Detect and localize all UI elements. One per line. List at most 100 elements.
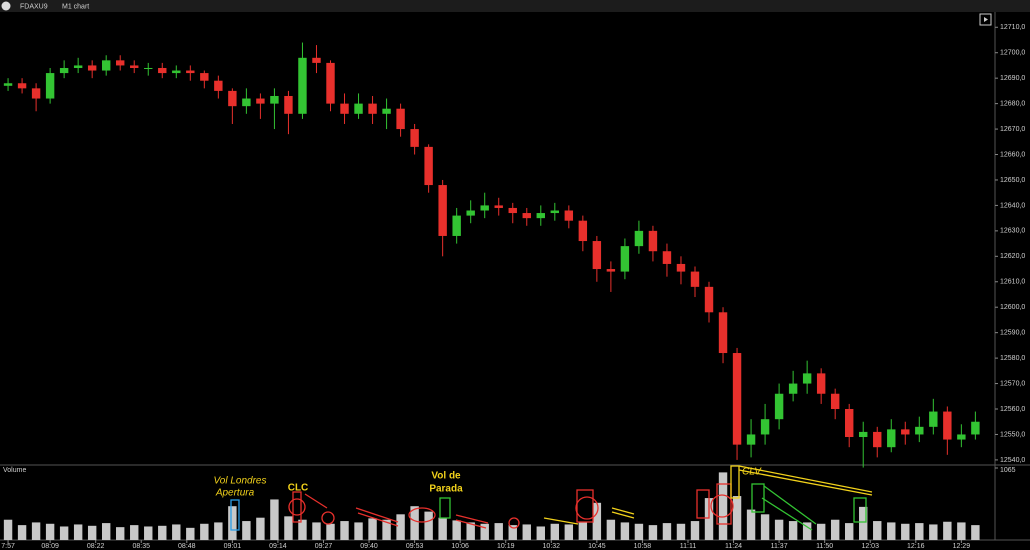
candle-body — [522, 213, 531, 219]
volume-bar — [536, 526, 545, 540]
candle-body — [382, 108, 391, 114]
logo[interactable] — [1, 1, 11, 11]
candle-body — [256, 98, 265, 104]
volume-bar — [73, 524, 83, 540]
volume-bar — [242, 521, 251, 540]
candle-body — [312, 57, 321, 63]
volume-bar — [887, 522, 896, 540]
candle-body — [3, 83, 13, 86]
candle-body — [45, 73, 55, 99]
volume-bar — [312, 522, 321, 540]
symbol[interactable]: FDAXU9 — [20, 3, 48, 10]
candle-body — [536, 213, 545, 219]
y-tick-label: 12670,0 — [1000, 126, 1025, 133]
volume-bar — [760, 514, 770, 540]
y-tick-label: 12580,0 — [1000, 355, 1025, 362]
candle-body — [929, 411, 938, 427]
volume-bar — [844, 523, 854, 540]
maximize-button[interactable] — [979, 13, 992, 26]
x-tick-label: 09:53 — [406, 543, 424, 550]
annotation: Apertura — [215, 488, 255, 499]
x-tick-label: 09:14 — [269, 543, 287, 550]
x-tick-label: 7:57 — [1, 543, 15, 550]
candle-body — [200, 73, 209, 81]
annotation: CLC — [288, 483, 309, 494]
volume-bar — [186, 527, 195, 540]
candle-body — [31, 88, 41, 99]
y-tick-label: 12650,0 — [1000, 177, 1025, 184]
candle-body — [690, 271, 700, 287]
x-tick-label: 08:09 — [41, 543, 59, 550]
volume-bar — [396, 514, 405, 540]
candle-body — [59, 67, 69, 74]
candle-body — [144, 67, 153, 69]
x-tick-label: 12:03 — [861, 543, 879, 550]
candle-body — [340, 103, 349, 114]
volume-bar — [522, 524, 531, 540]
volume-bar — [214, 522, 223, 540]
x-tick-label: 12:16 — [907, 543, 925, 550]
y-tick-label: 12680,0 — [1000, 100, 1025, 107]
candle-body — [592, 241, 602, 270]
y-tick-label: 12710,0 — [1000, 24, 1025, 31]
volume-bar — [3, 519, 13, 540]
volume-bar — [452, 520, 461, 540]
volume-bar — [270, 499, 279, 540]
x-tick-label: 10:06 — [451, 543, 469, 550]
candle-body — [494, 205, 503, 208]
candle-body — [859, 431, 868, 438]
y-tick-label: 12640,0 — [1000, 202, 1025, 209]
x-tick-label: 10:45 — [588, 543, 606, 550]
candle-body — [746, 434, 756, 445]
volume-bar — [200, 523, 209, 540]
marks: 12540,0 12550,0 12560,0 12570,0 12580,0 12590… — [1, 24, 1025, 550]
candle-body — [578, 220, 588, 242]
candle-body — [87, 65, 97, 71]
x-tick-label: 11:11 — [680, 543, 697, 550]
candle-body — [242, 98, 251, 107]
candle-body — [704, 286, 714, 313]
candle-body — [116, 60, 125, 66]
volume-bar — [704, 498, 714, 540]
x-tick-label: 08:48 — [178, 543, 196, 550]
volume-bar — [746, 509, 756, 540]
candle-body — [172, 70, 181, 74]
volume-tick-label: 1065 — [1000, 467, 1016, 474]
volume-bar — [830, 519, 840, 540]
x-tick-label: 12:29 — [953, 543, 971, 550]
candle-body — [971, 421, 980, 435]
volume-bar — [592, 502, 602, 540]
candle-body — [298, 57, 307, 114]
volume-bar — [130, 525, 139, 540]
candle-body — [452, 215, 461, 236]
candle-body — [228, 90, 237, 107]
candle-body — [830, 393, 840, 410]
volume-bar — [116, 527, 125, 540]
chart-name[interactable]: M1 chart — [62, 3, 89, 10]
candle-body — [466, 210, 475, 216]
volume-bar — [17, 525, 27, 540]
x-tick-label: 09:40 — [360, 543, 378, 550]
annotation: Parada — [429, 484, 463, 495]
y-tick-label: 12570,0 — [1000, 380, 1025, 387]
volume-bar — [788, 521, 798, 540]
candle-body — [550, 210, 560, 214]
candle-body — [438, 185, 447, 236]
x-tick-label: 11:37 — [771, 543, 788, 550]
volume-label: Volume — [3, 467, 26, 474]
volume-bar — [859, 506, 868, 540]
candle-body — [130, 65, 139, 68]
volume-bar — [774, 519, 784, 540]
y-tick-label: 12690,0 — [1000, 75, 1025, 82]
volume-bar — [256, 517, 265, 540]
candle-body — [662, 251, 672, 264]
x-tick-label: 09:27 — [315, 543, 333, 550]
volume-bar — [578, 522, 588, 540]
toolbar — [0, 0, 1030, 12]
volume-bar — [901, 523, 910, 540]
candle-body — [676, 263, 686, 272]
y-tick-label: 12540,0 — [1000, 457, 1025, 464]
volume-bar — [354, 522, 363, 540]
candle-body — [17, 83, 27, 89]
volume-bar — [340, 521, 349, 540]
